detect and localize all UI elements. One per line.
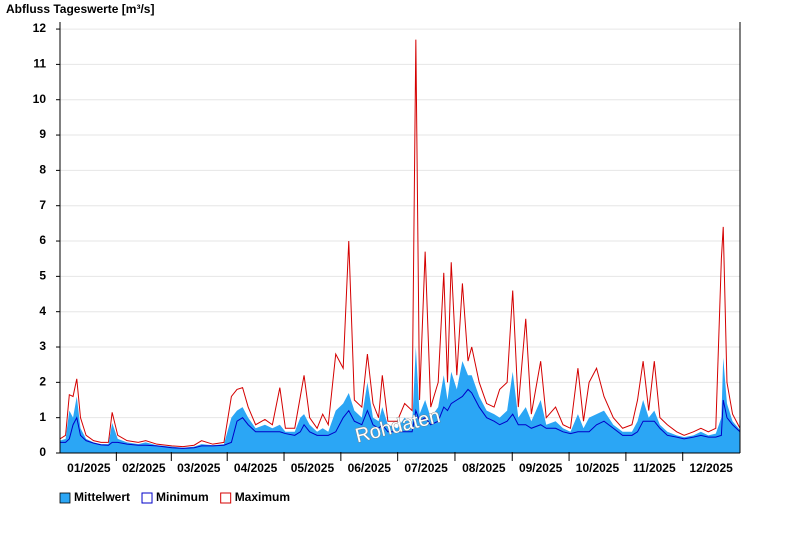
x-tick-label: 06/2025 [348, 461, 392, 475]
legend-swatch [59, 492, 71, 504]
y-tick-label: 5 [39, 269, 46, 283]
y-tick-label: 11 [33, 57, 46, 71]
x-tick-label: 01/2025 [67, 461, 111, 475]
legend-item: Minimum [141, 490, 209, 504]
legend-label: Mittelwert [74, 490, 130, 504]
legend-item: Mittelwert [59, 490, 130, 504]
y-tick-label: 2 [39, 375, 46, 389]
x-tick-label: 12/2025 [689, 461, 733, 475]
y-tick-label: 4 [39, 304, 46, 318]
y-tick-label: 12 [33, 21, 47, 35]
series-line [59, 39, 741, 448]
x-tick-label: 11/2025 [633, 461, 676, 475]
legend-label: Maximum [235, 490, 290, 504]
y-tick-label: 10 [33, 92, 47, 106]
legend-item: Maximum [220, 490, 290, 504]
chart-title: Abfluss Tageswerte [m³/s] [6, 2, 154, 16]
x-tick-label: 08/2025 [462, 461, 506, 475]
y-tick-label: 0 [39, 445, 46, 459]
x-tick-label: 05/2025 [291, 461, 335, 475]
x-tick-label: 10/2025 [576, 461, 620, 475]
y-tick-label: 6 [39, 233, 46, 247]
y-tick-label: 1 [39, 410, 46, 424]
x-tick-label: 03/2025 [177, 461, 221, 475]
legend-swatch [141, 492, 153, 504]
series-line [60, 388, 741, 449]
y-tick-label: 3 [39, 339, 46, 353]
y-tick-label: 9 [39, 127, 46, 141]
mean-area [60, 347, 740, 453]
x-tick-label: 04/2025 [234, 461, 278, 475]
legend-swatch [220, 492, 232, 504]
y-tick-label: 8 [39, 163, 46, 177]
x-tick-label: 02/2025 [122, 461, 166, 475]
x-tick-label: 09/2025 [519, 461, 563, 475]
legend-label: Minimum [156, 490, 209, 504]
y-tick-label: 7 [39, 198, 46, 212]
x-tick-label: 07/2025 [404, 461, 448, 475]
